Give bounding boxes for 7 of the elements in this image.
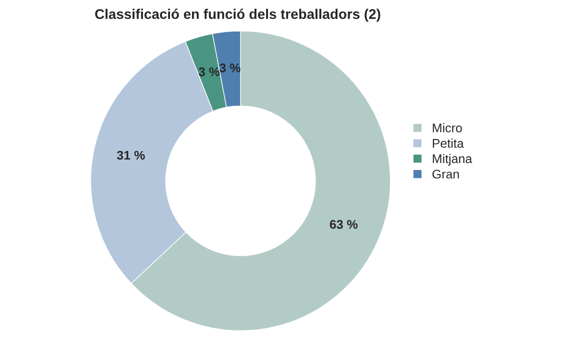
legend-label: Micro (432, 123, 462, 132)
chart-title: Classificació en funció dels treballadors (2) (95, 8, 380, 22)
legend-label: Mitjana (432, 154, 472, 166)
legend-label: Petita (432, 138, 464, 148)
data-label: 63 % (330, 220, 358, 229)
data-label: 31 % (116, 150, 145, 160)
legend-label: Gran (432, 170, 459, 179)
